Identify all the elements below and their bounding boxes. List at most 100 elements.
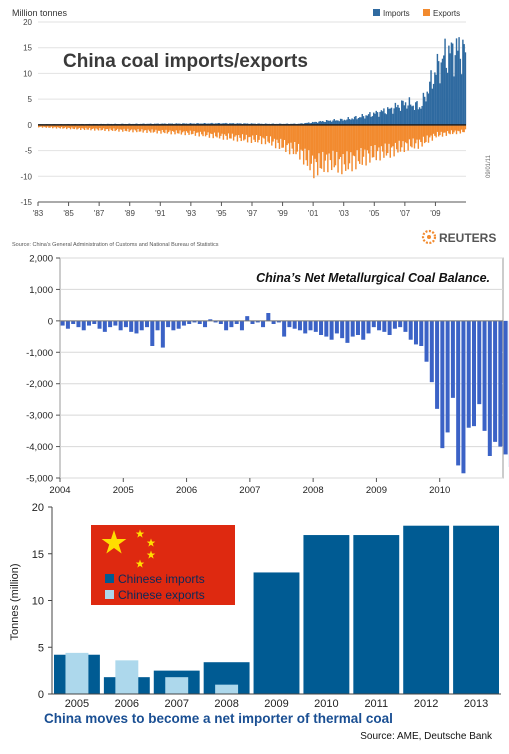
x-tick-label: 2004 [49,485,70,496]
export-bar [288,125,289,144]
balance-bar [140,321,144,330]
export-bar [418,125,419,149]
balance-bar [425,321,429,362]
export-bar [427,125,428,136]
legend-imports-label: Imports [383,9,410,18]
export-bar [181,125,182,135]
export-bar [395,125,396,143]
import-bar [435,75,436,125]
import-bar [416,101,417,125]
export-bar [265,125,266,144]
balance-bar [388,321,392,335]
export-bar [214,125,215,133]
balance-bar [166,321,170,327]
y-tick-label: 15 [32,549,44,561]
export-bar [316,125,317,162]
x-tick-label: '91 [155,209,166,218]
export-bar [272,125,273,142]
balance-bar [393,321,397,329]
export-bar [314,125,315,159]
balance-bar [435,321,439,409]
export-bar [435,125,436,138]
export-bar [381,125,382,146]
import-bar [391,108,392,125]
import-bar [453,76,454,124]
export-bar [104,125,105,131]
export-bar [216,125,217,138]
import-bar [463,44,464,125]
export-bar [251,125,252,143]
import-bar [448,46,449,125]
export-bar [291,125,292,149]
export-bar [209,125,210,138]
export-bar [344,125,345,164]
export-bar [115,660,138,694]
y-tick-label: -15 [20,198,32,207]
export-bar [269,125,270,143]
export-bar [302,125,303,151]
export-bar [174,125,175,134]
export-bar [463,125,464,132]
export-bar [453,125,454,133]
x-tick-label: 2005 [65,698,89,710]
export-bar [307,125,308,166]
export-bar [224,125,225,134]
export-bar [98,125,99,131]
import-bar [398,108,399,125]
export-bar [458,125,459,131]
export-bar [424,125,425,143]
export-bar [326,125,327,155]
export-bar [444,125,445,133]
export-bar [372,125,373,158]
chart-code: 09/01/11 [486,154,492,178]
import-bar [387,107,388,125]
export-bar [164,125,165,133]
balance-bar [150,321,154,346]
reuters-logo [423,231,435,243]
x-tick-label: 2006 [115,698,139,710]
export-bar [321,125,322,169]
export-bar [275,125,276,148]
export-bar [242,125,243,134]
export-bar [219,125,220,139]
balance-bar [451,321,455,398]
y-tick-label: -1,000 [26,348,53,359]
export-bar [320,125,321,168]
import-bar [410,105,411,125]
export-bar [112,125,113,131]
y-tick-label: 10 [23,69,32,78]
export-bar [410,125,411,146]
export-bar [383,125,384,158]
import-bar [393,108,394,125]
export-bar [334,125,335,167]
balance-bar [340,321,344,338]
legend-exports-label: Chinese exports [118,588,205,602]
import-bar [373,113,374,125]
export-bar [187,125,188,133]
export-bar [384,125,385,144]
export-bar [308,125,309,150]
export-bar [122,125,123,132]
export-bar [359,125,360,164]
export-bar [443,125,444,133]
export-bar [176,125,177,130]
x-tick-label: 2010 [429,485,450,496]
balance-bar [382,321,386,332]
x-tick-label: '89 [124,209,135,218]
legend-exports-swatch [423,9,430,16]
export-bar [202,125,203,136]
import-bar [421,106,422,125]
export-bar [239,125,240,138]
export-bar [140,125,141,132]
balance-bar [287,321,291,327]
balance-bar [303,321,307,334]
import-bar [456,38,457,124]
export-bar [462,125,463,132]
legend-exports-swatch [105,590,114,599]
balance-bar [372,321,376,327]
y-tick-label: 5 [28,95,33,104]
export-bar [153,125,154,133]
balance-bar [282,321,286,337]
legend-imports-swatch [373,9,380,16]
